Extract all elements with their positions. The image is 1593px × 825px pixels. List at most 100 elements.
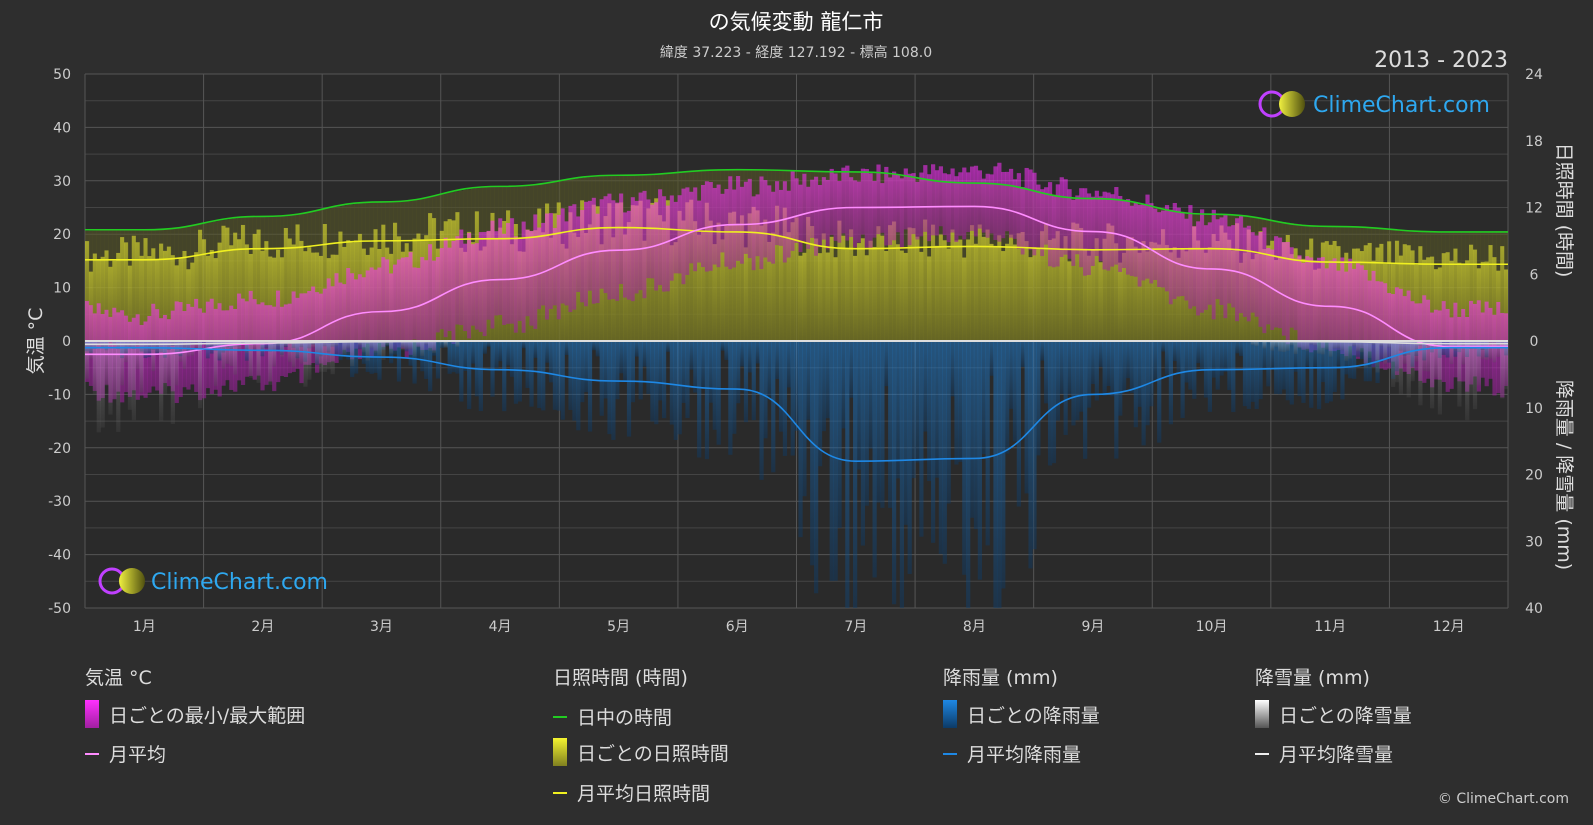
temp-range-bar [447, 247, 452, 331]
temp-range-bar [825, 179, 830, 250]
x-month-label: 6月 [726, 619, 749, 635]
daily-rain-bar [1001, 341, 1006, 589]
temp-range-bar [1075, 195, 1080, 255]
daily-sunshine-bar [1086, 255, 1092, 341]
daily-snow-bar [311, 341, 316, 348]
rain-avg-line [85, 346, 1508, 462]
daily-snow-bar [1363, 341, 1368, 368]
daily-rain-bar [677, 341, 682, 435]
temp-range-bar [244, 301, 250, 377]
daily-snow-bar [166, 341, 172, 380]
temp-range-bar [237, 293, 242, 381]
temp-range-bar [1371, 270, 1376, 368]
daily-sunshine-bar [1480, 261, 1485, 341]
temp-range-bar [276, 290, 281, 383]
temp-range-bar [833, 173, 838, 241]
daily-rain-bar [517, 341, 522, 402]
temp-range-bar [1020, 187, 1025, 255]
daily-sunshine-bar [131, 235, 136, 341]
daily-rain-bar [747, 341, 752, 373]
daily-sunshine-bar [977, 224, 982, 341]
daily-sunshine-bar [1149, 241, 1154, 341]
daily-rain-bar [689, 341, 694, 370]
daily-rain-bar [1172, 341, 1177, 362]
daily-sunshine-bar [1153, 242, 1158, 341]
temp-range-bar [1246, 225, 1251, 322]
chart-title: の気候変動 龍仁市 [709, 10, 884, 34]
temp-range-bar [1387, 293, 1392, 369]
temp-range-bar [856, 181, 862, 243]
daily-sunshine-bar [888, 225, 893, 341]
daily-rain-bar [623, 341, 628, 381]
temp-range-bar [989, 174, 994, 234]
daily-rain-bar [868, 341, 873, 449]
temp-range-bar [591, 197, 597, 304]
x-month-label: 1月 [133, 619, 156, 635]
daily-rain-bar [1110, 341, 1115, 397]
daily-sunshine-bar [1145, 251, 1150, 341]
legend-temp-avg-label: 月平均 [109, 744, 167, 766]
daily-snow-bar [350, 341, 355, 367]
daily-rain-bar [1207, 341, 1213, 412]
daily-rain-bar [728, 341, 733, 455]
daily-sunshine-bar [677, 210, 682, 341]
daily-rain-bar [346, 341, 351, 360]
temp-range-bar [1036, 184, 1041, 248]
temp-range-bar [315, 292, 320, 373]
daily-sunshine-bar [178, 257, 183, 341]
temp-range-bar [291, 291, 296, 372]
temp-range-bar [498, 218, 503, 315]
daily-snow-bar [381, 341, 386, 360]
temp-range-bar [747, 178, 752, 259]
daily-snow-bar [1297, 341, 1302, 349]
legend-daylight-label: 日中の時間 [577, 707, 673, 729]
temp-range-bar [548, 213, 554, 309]
daily-rain-bar [763, 341, 768, 439]
temp-range-bar [1340, 257, 1345, 354]
y-left-tick-label: 30 [53, 174, 71, 190]
daily-rain-bar [521, 341, 526, 349]
daily-sunshine-bar [1469, 244, 1474, 341]
daily-rain-bar [1379, 341, 1384, 363]
temp-range-bar [607, 193, 612, 300]
daylight-bar [833, 171, 838, 341]
daily-sunshine-bar [1176, 257, 1181, 341]
temp-range-bar [973, 165, 979, 237]
brand-logo-top: ClimeChart.com [1258, 90, 1490, 118]
temp-range-bar [533, 214, 538, 329]
daily-sunshine-bar [1063, 236, 1068, 341]
y-left-tick-label: 20 [53, 227, 71, 243]
daily-sunshine-bar [1106, 223, 1111, 341]
daily-sunshine-bar [1075, 223, 1080, 341]
daily-snow-bar [404, 341, 409, 350]
temp-range-bar [412, 267, 417, 340]
temp-range-bar [572, 204, 577, 310]
daily-snow-bar [1336, 341, 1341, 349]
temp-range-bar [915, 181, 920, 240]
temp-range-bar [810, 179, 815, 238]
temp-range-bar [529, 230, 534, 326]
daily-sunshine-bar [704, 202, 710, 341]
daily-rain-bar [1293, 341, 1298, 372]
daily-snow-bar [1437, 341, 1443, 415]
daily-rain-bar [903, 341, 908, 525]
temp-range-bar [396, 259, 402, 348]
temp-range-bar [794, 178, 799, 244]
daily-sunshine-bar [1110, 225, 1115, 341]
daily-snow-bar [342, 341, 347, 356]
daily-sunshine-bar [1164, 244, 1170, 341]
daily-rain-bar [1305, 341, 1310, 367]
daily-rain-swatch [943, 700, 957, 728]
daily-rain-bar [853, 341, 858, 608]
daily-snow-bar [162, 341, 168, 395]
daily-snow-bar [1480, 341, 1485, 360]
daily-snow-bar [1320, 341, 1326, 355]
daily-snow-bar [346, 341, 351, 349]
daily-snow-bar [1469, 341, 1474, 395]
daily-snow-bar [1383, 341, 1388, 365]
temp-range-bar [997, 162, 1002, 242]
legend-snow-avg-label: 月平均降雪量 [1279, 744, 1394, 766]
daily-rain-bar [911, 341, 916, 479]
daily-sunshine-bar [1488, 245, 1493, 341]
daily-rain-bar [814, 341, 819, 594]
